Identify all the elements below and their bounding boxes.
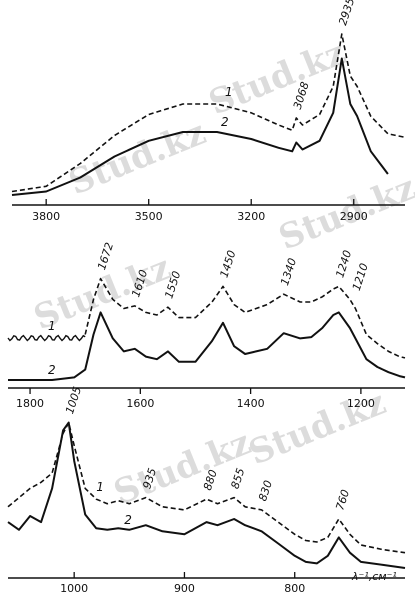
x-tick-label: 2900 <box>340 210 368 223</box>
x-tick-label: 3500 <box>135 210 163 223</box>
x-tick-label: 800 <box>284 582 305 595</box>
peak-label: 1240 <box>333 249 354 280</box>
peak-label: 760 <box>333 488 352 512</box>
x-tick-label: 3800 <box>32 210 60 223</box>
series-1-baseline <box>7 334 86 342</box>
x-tick-label: 1200 <box>347 397 375 410</box>
peak-label: 1005 <box>63 385 84 416</box>
x-tick-label: 900 <box>174 582 195 595</box>
series-line-1 <box>11 33 406 193</box>
peak-label: 1210 <box>350 262 371 293</box>
peak-label: 1450 <box>218 249 239 280</box>
x-tick-label: 1400 <box>237 397 265 410</box>
peak-label: 880 <box>201 468 220 492</box>
x-tick-label: 1600 <box>126 397 154 410</box>
watermark-text: Stud.kz <box>63 113 211 204</box>
x-tick-label: 1800 <box>16 397 44 410</box>
curve-label-1: 1 <box>96 480 104 494</box>
series-line-2 <box>8 311 406 381</box>
series-line-1 <box>84 277 406 359</box>
panel-bottom: 1000 900 800 1 2 1005 935 880 855 830 760 λ⁻¹,см⁻¹ <box>7 385 406 595</box>
peak-label: 1340 <box>278 256 299 287</box>
peak-label: 935 <box>140 467 159 491</box>
curve-label-1: 1 <box>48 319 56 333</box>
x-tick-label: 3200 <box>237 210 265 223</box>
watermark-text: Stud.kz <box>203 33 351 124</box>
peak-label: 830 <box>256 479 275 503</box>
peak-label: 2935 <box>336 0 357 27</box>
series-line-2 <box>7 421 406 569</box>
series-line-2 <box>11 57 389 196</box>
curve-label-2: 2 <box>48 363 56 377</box>
x-tick-label: 1000 <box>60 582 88 595</box>
peak-label: 855 <box>229 467 248 491</box>
curve-label-1: 1 <box>225 85 233 99</box>
curve-label-2: 2 <box>124 513 132 527</box>
x-axis-unit-label: λ⁻¹,см⁻¹ <box>351 570 397 583</box>
curve-label-2: 2 <box>221 115 229 129</box>
